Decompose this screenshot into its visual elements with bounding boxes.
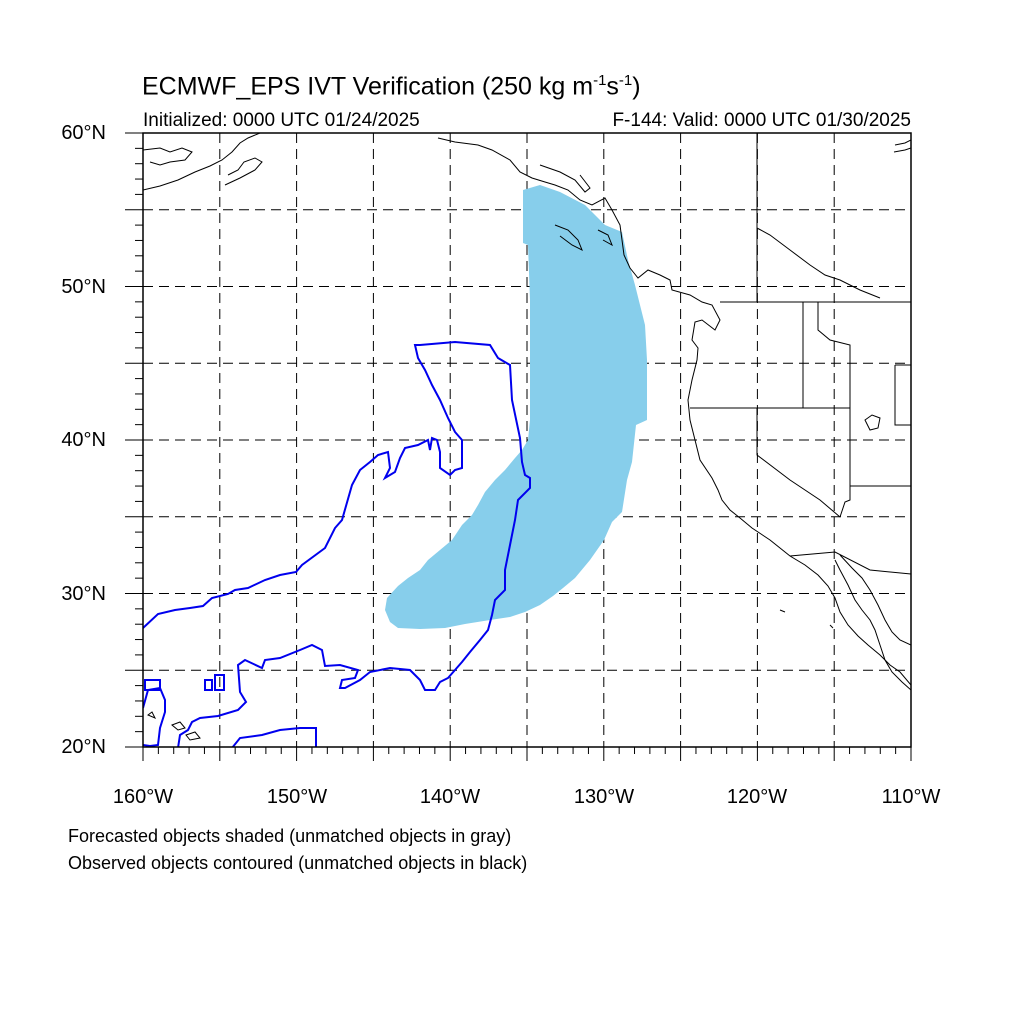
forecast-legend-note: Forecasted objects shaded (unmatched obj… [68, 826, 512, 846]
lat-label-20n: 20°N [61, 736, 106, 758]
lon-label-120w: 120°W [726, 786, 788, 808]
valid-time: F-144: Valid: 0000 UTC 01/30/2025 [612, 110, 911, 131]
lon-label-150w: 150°W [266, 786, 328, 808]
observed-object-contour-small-2 [144, 679, 161, 691]
forecast-object-shaded [385, 185, 647, 629]
tick-marks [125, 132, 912, 761]
lon-label-110w: 110°W [881, 786, 941, 808]
lon-label-160w: 160°W [112, 786, 174, 808]
map-title: ECMWF_EPS IVT Verification (250 kg m-1s-… [142, 72, 641, 101]
lon-label-130w: 130°W [573, 786, 635, 808]
coastlines [143, 133, 911, 741]
lat-label-40n: 40°N [61, 429, 106, 451]
lat-label-50n: 50°N [61, 276, 106, 298]
initialized-time: Initialized: 0000 UTC 01/24/2025 [143, 110, 420, 131]
observed-object-contour [143, 340, 531, 747]
political-borders [690, 133, 911, 575]
lat-label-30n: 30°N [61, 583, 106, 605]
observed-object-contour-small-3 [204, 674, 225, 691]
lon-label-140w: 140°W [419, 786, 481, 808]
observed-object-contour-small-4 [231, 727, 317, 747]
observed-legend-note: Observed objects contoured (unmatched ob… [68, 853, 528, 873]
lat-label-60n: 60°N [61, 122, 106, 144]
